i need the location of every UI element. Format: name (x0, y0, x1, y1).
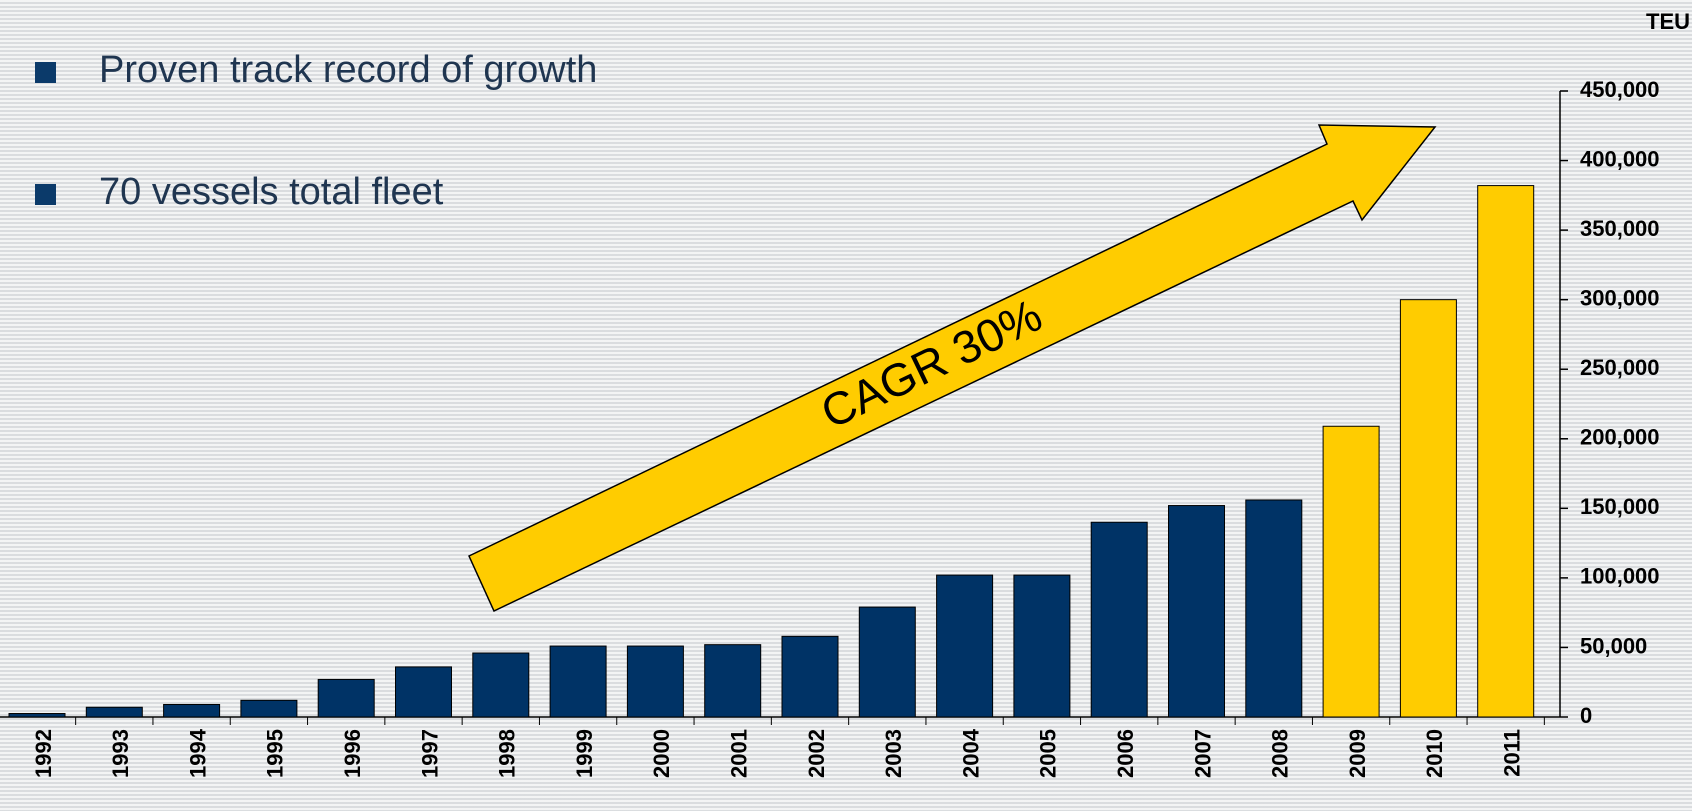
bar (85, 706, 143, 718)
x-tick-label: 2003 (881, 729, 906, 778)
x-tick-label: 1997 (417, 729, 442, 778)
x-tick-label: 2009 (1345, 729, 1370, 778)
x-tick-label: 2004 (958, 728, 983, 778)
x-tick-label: 2006 (1113, 729, 1138, 778)
x-tick-label: 2005 (1036, 729, 1061, 778)
bar (858, 606, 916, 718)
x-tick-label: 1998 (495, 729, 520, 778)
bar (626, 645, 684, 718)
x-tick-label: 2008 (1268, 729, 1293, 778)
x-tick-label: 1993 (108, 729, 133, 778)
bar (1245, 499, 1303, 718)
y-tick-label: 300,000 (1580, 285, 1660, 310)
bar (240, 699, 298, 718)
bar (1477, 185, 1535, 718)
bullet-marker (35, 62, 56, 83)
bar (395, 666, 452, 718)
bar (781, 635, 839, 718)
bullet-text: Proven track record of growth (99, 49, 597, 91)
x-tick-label: 1994 (185, 728, 210, 778)
y-tick-label: 450,000 (1580, 77, 1660, 102)
bar (163, 703, 221, 718)
y-axis-label: TEU (1646, 9, 1690, 34)
x-tick-label: 2007 (1190, 729, 1215, 778)
bar (1322, 425, 1380, 718)
y-tick-label: 250,000 (1580, 355, 1660, 380)
y-tick-label: 0 (1580, 703, 1592, 728)
y-tick-label: 400,000 (1580, 146, 1660, 171)
bar (936, 574, 994, 718)
x-tick-label: 2010 (1422, 729, 1447, 778)
x-tick-label: 1995 (263, 729, 288, 778)
bar (704, 644, 762, 718)
y-tick-label: 350,000 (1580, 216, 1660, 241)
y-tick-label: 100,000 (1580, 564, 1660, 589)
x-tick-label: 2002 (804, 729, 829, 778)
plot: 0 50,000 100,000 150,000 200,000 250,000 300,0… (0, 77, 1660, 778)
y-tick-label: 50,000 (1580, 633, 1647, 658)
x-tick-label: 2001 (727, 729, 752, 778)
x-tick-label: 1996 (340, 729, 365, 778)
bullet-marker (35, 184, 56, 205)
bar (1013, 574, 1071, 718)
bar (1090, 521, 1148, 718)
x-tick-label: 1999 (572, 729, 597, 778)
x-tick-label: 1992 (31, 729, 56, 778)
bar (1399, 299, 1457, 718)
bar (472, 652, 530, 718)
growth-arrow (468, 124, 1437, 613)
bar (8, 713, 66, 718)
x-tick-label: 2011 (1500, 729, 1525, 777)
x-tick-label: 2000 (649, 729, 674, 778)
y-tick-label: 200,000 (1580, 425, 1660, 450)
bar (317, 678, 375, 718)
bar (1168, 505, 1225, 718)
bullet-text: 70 vessels total fleet (99, 171, 444, 213)
bar (549, 645, 607, 718)
y-tick-label: 150,000 (1580, 494, 1660, 519)
